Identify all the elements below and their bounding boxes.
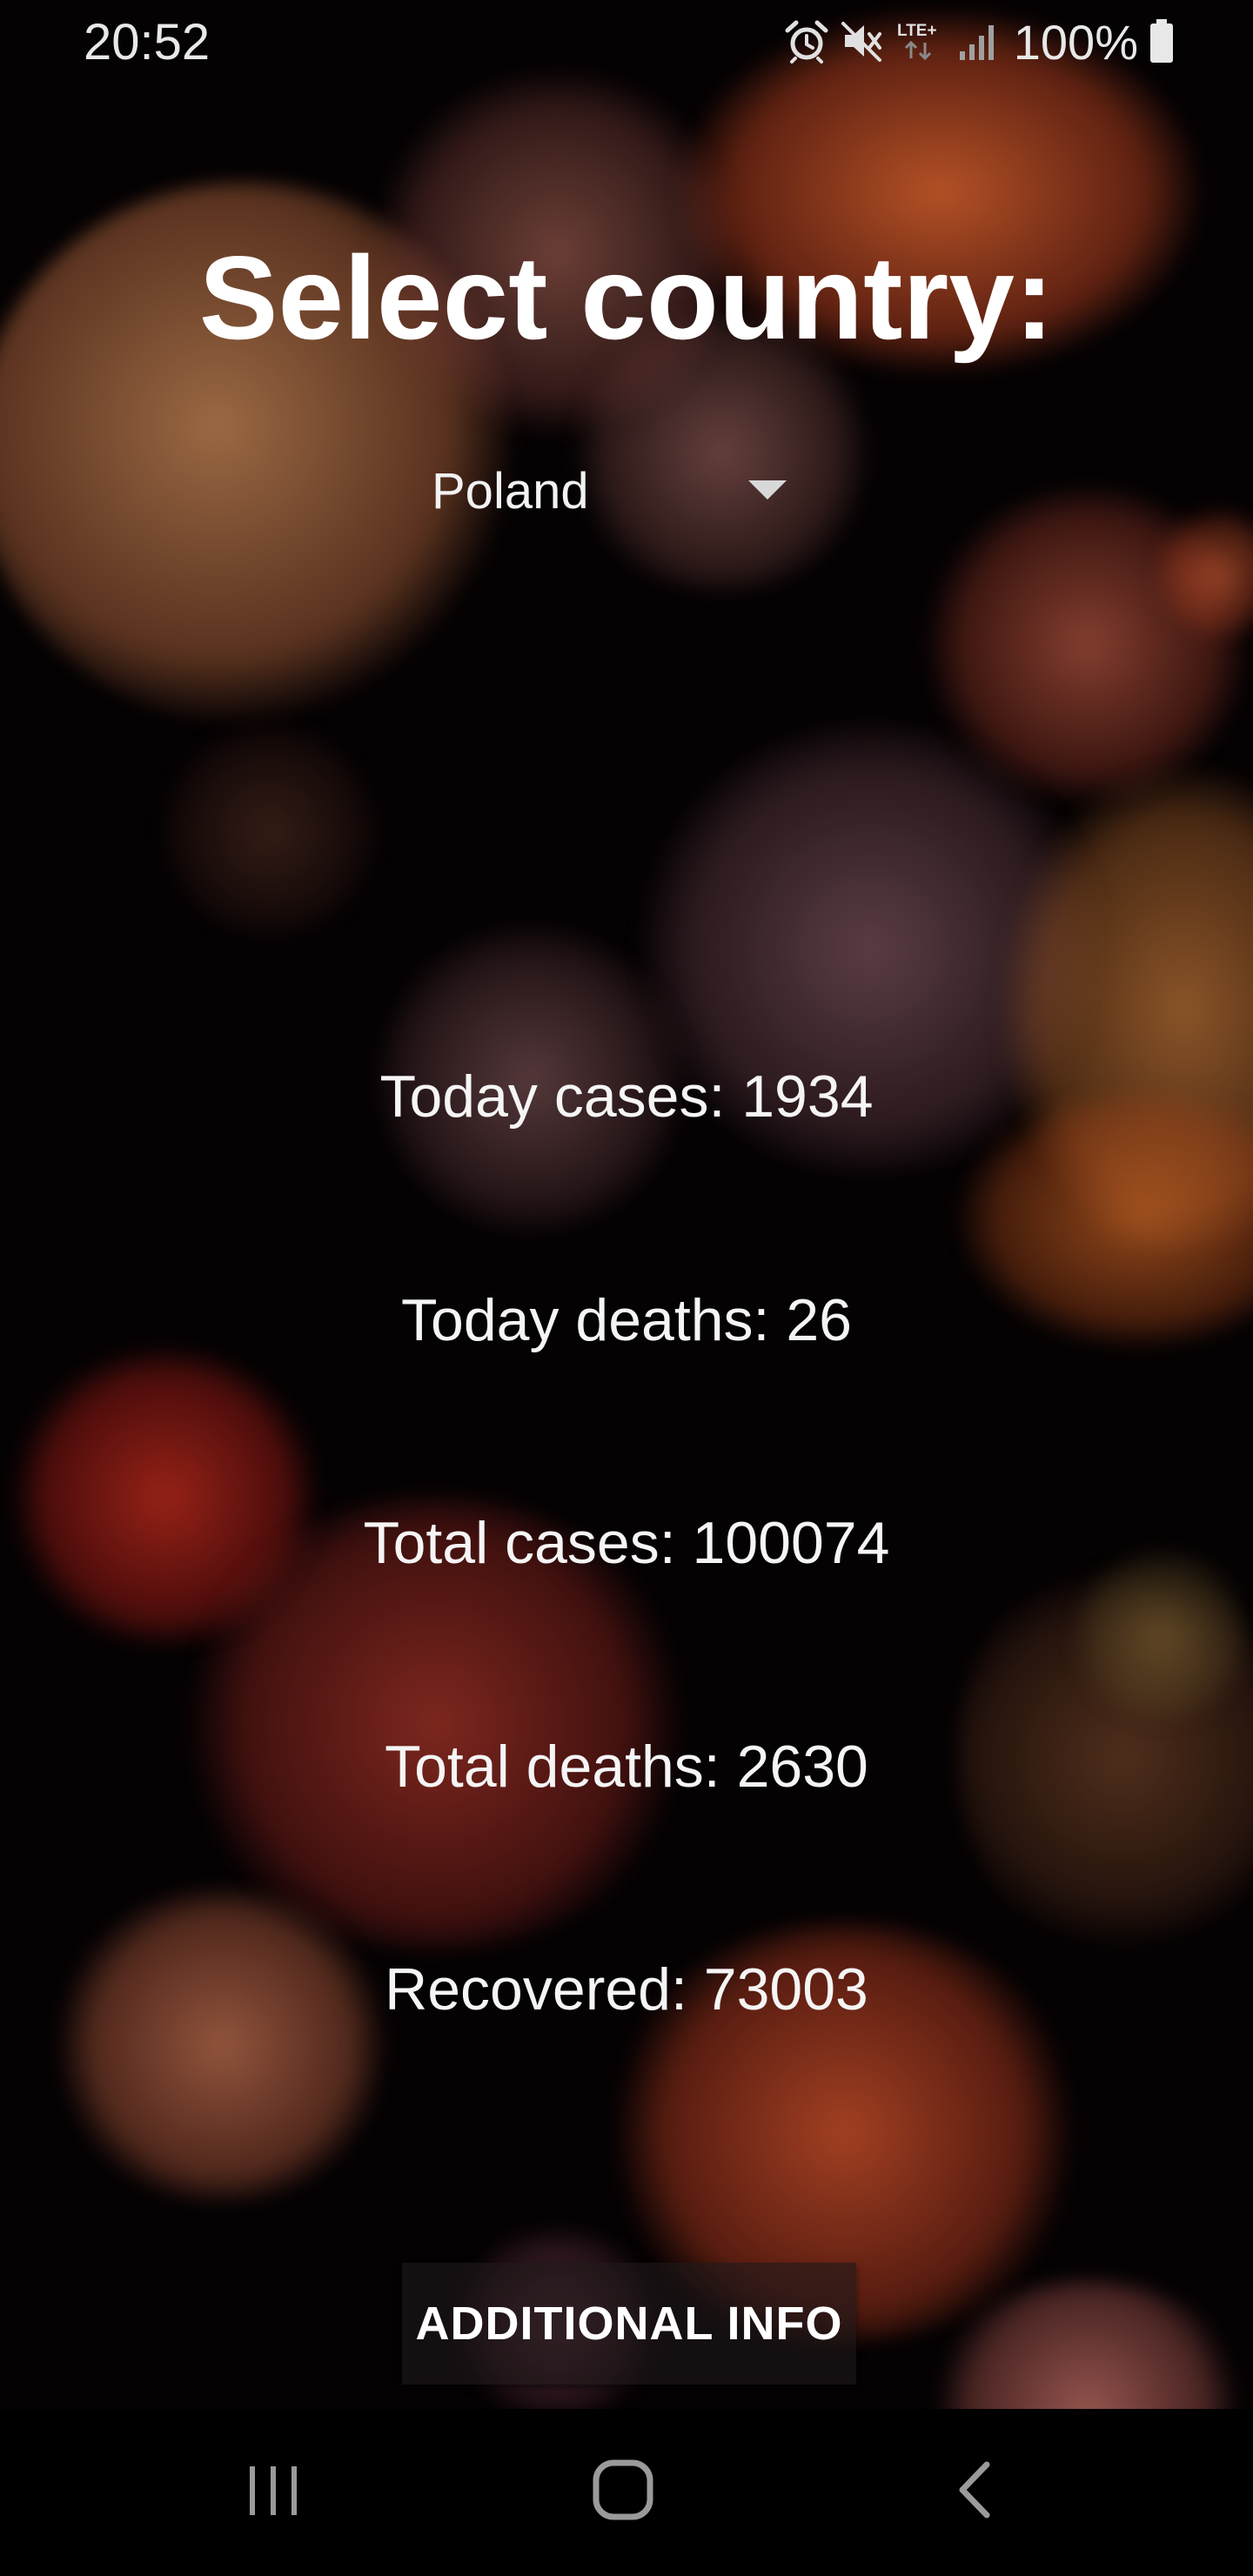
alarm-icon: [784, 18, 829, 68]
bokeh-blob: [1070, 1549, 1253, 1723]
dropdown-arrow-icon: [748, 480, 787, 500]
status-time: 20:52: [84, 14, 211, 70]
today-cases-stat: Today cases: 1934: [379, 1063, 874, 1130]
bokeh-blob: [174, 1497, 696, 1949]
status-icons: LTE+ 100%: [784, 12, 1175, 73]
total-cases-stat: Total cases: 100074: [363, 1510, 890, 1576]
total-deaths-stat: Total deaths: 2630: [385, 1734, 868, 1800]
battery-percent: 100%: [1013, 15, 1138, 70]
bokeh-blob: [679, 9, 1201, 374]
back-icon: [948, 2459, 1001, 2525]
additional-info-button[interactable]: ADDITIONAL INFO: [402, 2263, 856, 2385]
page-title: Select country:: [198, 231, 1055, 364]
bokeh-blob: [157, 722, 383, 940]
lte-icon: LTE+: [895, 18, 948, 68]
recents-icon: [243, 2459, 304, 2525]
battery-icon: [1149, 17, 1175, 69]
home-icon: [591, 2458, 655, 2526]
bokeh-blob: [1157, 505, 1253, 644]
network-label: LTE+: [897, 22, 937, 40]
navigation-bar: [0, 2409, 1253, 2576]
bokeh-blob: [957, 1088, 1253, 1349]
bokeh-blob: [374, 922, 687, 1236]
status-bar: 20:52 LTE+: [0, 0, 1253, 84]
country-dropdown-value: Poland: [432, 463, 589, 520]
bokeh-blob: [52, 1888, 392, 2202]
home-button[interactable]: [553, 2435, 693, 2548]
today-deaths-stat: Today deaths: 26: [401, 1287, 852, 1353]
recovered-stat: Recovered: 73003: [385, 1956, 868, 2023]
country-dropdown[interactable]: Poland: [412, 453, 795, 531]
mute-icon: [840, 18, 885, 68]
bokeh-blob: [566, 313, 879, 592]
signal-icon: [958, 18, 998, 68]
recents-button[interactable]: [204, 2435, 343, 2548]
back-button[interactable]: [905, 2435, 1044, 2548]
